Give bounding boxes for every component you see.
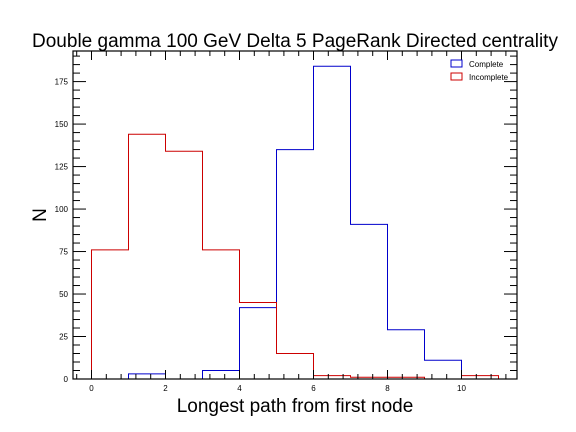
x-tick-label-3: 6 (311, 384, 316, 393)
series-0-bin-6 (314, 66, 351, 379)
x-tick-label-4: 8 (385, 384, 390, 393)
y-tick-label-3: 75 (59, 248, 68, 257)
y-tick-label-5: 125 (55, 163, 69, 172)
y-tick-label-0: 0 (64, 375, 69, 384)
y-tick-label-6: 150 (55, 120, 69, 129)
x-tick-label-0: 0 (89, 384, 94, 393)
series-1-bin-3 (203, 250, 240, 379)
x-axis: 0 2 4 6 8 10 (76, 51, 507, 393)
x-axis-title: Longest path from first node (177, 396, 414, 417)
series-layer (91, 65, 499, 380)
y-tick-label-1: 25 (59, 333, 68, 342)
y-tick-label-7: 175 (55, 78, 69, 87)
legend-label-0: Complete (469, 60, 504, 69)
series-1-bin-2 (166, 151, 203, 379)
legend: Complete Incomplete (450, 59, 509, 82)
legend-swatch-0 (450, 59, 463, 68)
x-tick-label-1: 2 (163, 384, 168, 393)
series-0-bin-9 (425, 360, 462, 379)
y-tick-label-4: 100 (55, 205, 69, 214)
series-1-bin-0 (92, 250, 129, 379)
series-1-bin-4 (240, 303, 277, 379)
y-tick-label-2: 50 (59, 290, 68, 299)
chart-title: Double gamma 100 GeV Delta 5 PageRank Di… (32, 31, 558, 52)
legend-label-1: Incomplete (469, 73, 509, 82)
x-tick-label-5: 10 (457, 384, 466, 393)
x-tick-label-2: 4 (237, 384, 242, 393)
legend-swatch-1 (450, 72, 463, 81)
series-0-bin-5 (277, 150, 314, 379)
y-axis-title: N (30, 208, 51, 222)
series-0-bin-7 (351, 224, 388, 379)
series-1-bin-1 (129, 134, 166, 379)
series-1-bin-5 (277, 354, 314, 379)
plot-frame (72, 50, 518, 380)
series-0-bin-8 (388, 330, 425, 379)
y-axis: 0 25 50 75 100 125 150 175 (55, 55, 517, 384)
